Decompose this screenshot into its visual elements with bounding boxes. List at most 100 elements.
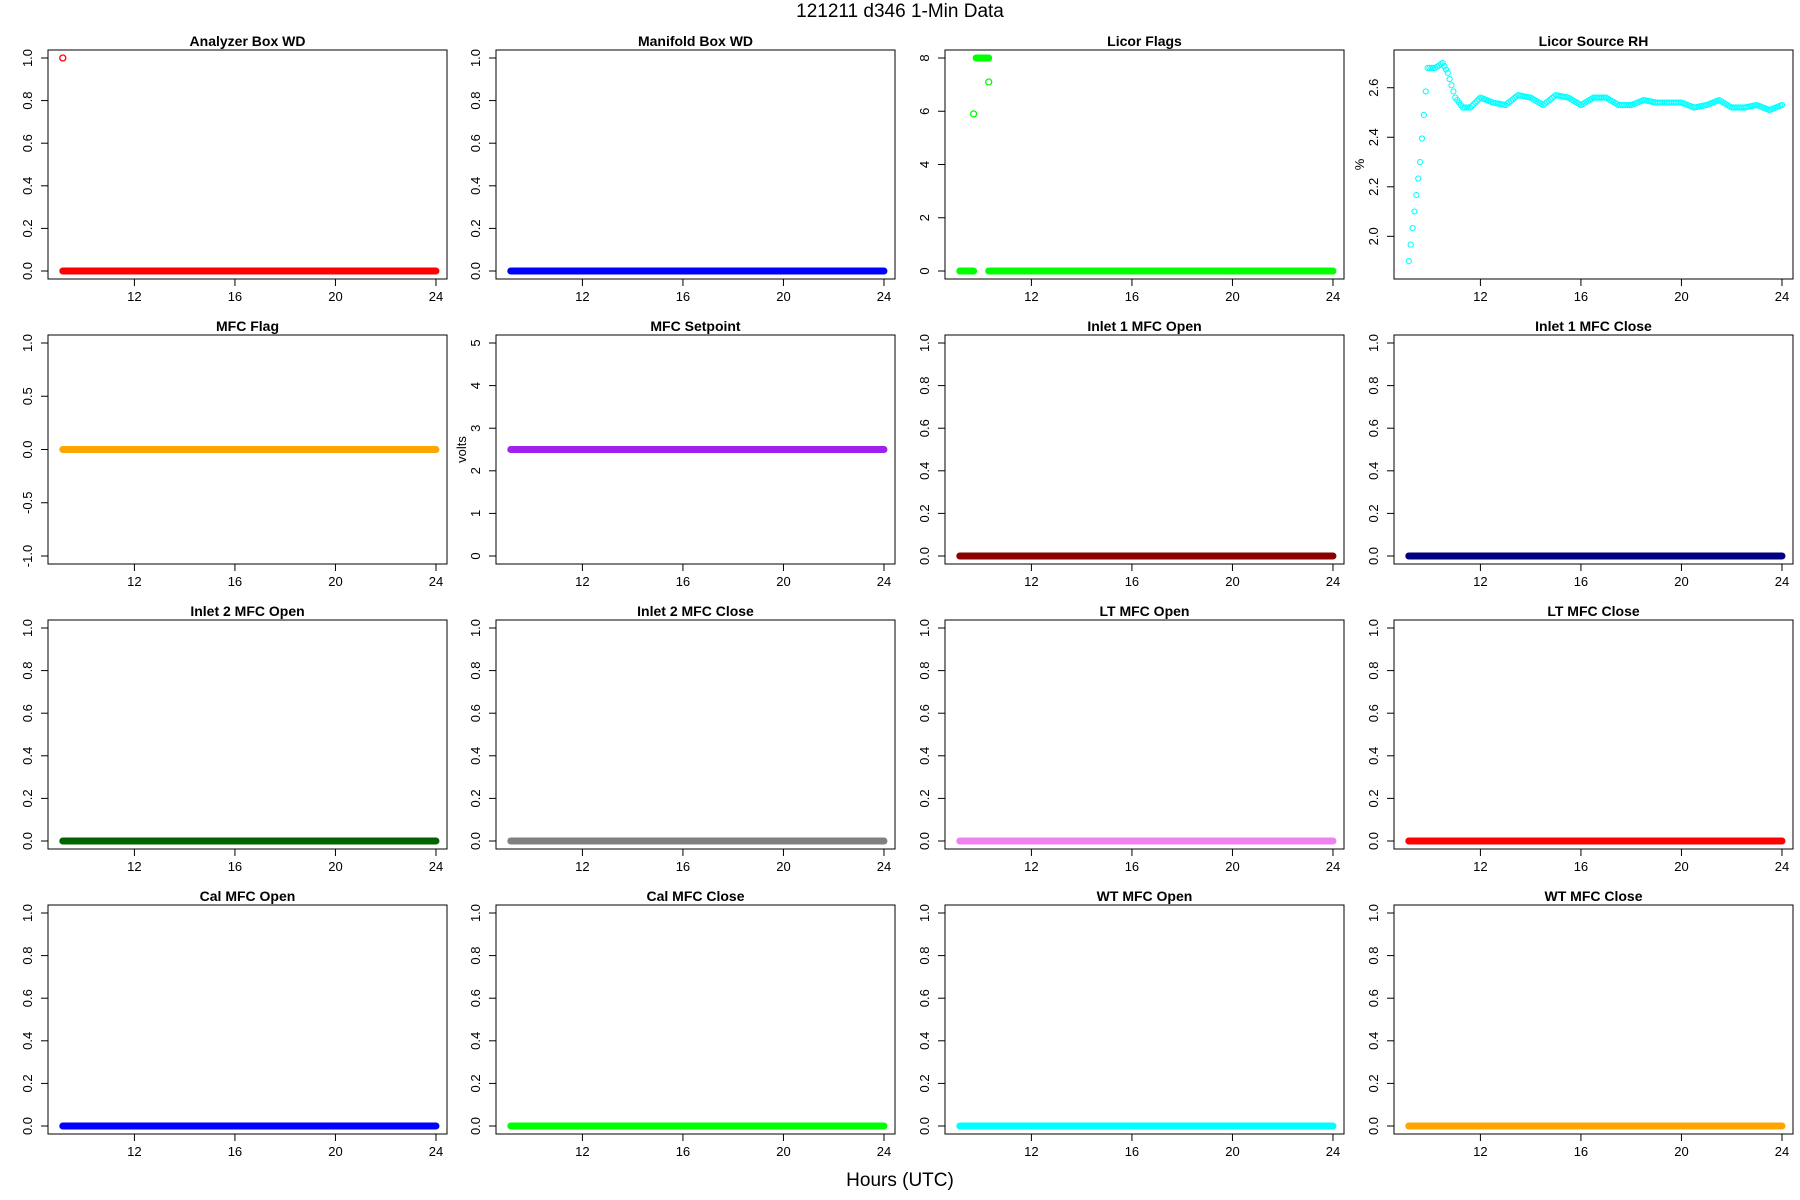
- y-tick-label: 0.8: [468, 92, 483, 110]
- plot-frame: [1393, 49, 1794, 280]
- y-tick-label: 2: [468, 467, 483, 474]
- y-tick-label: 0.0: [917, 1117, 932, 1135]
- y-tick-label: 0.6: [917, 704, 932, 722]
- data-point: [1415, 175, 1422, 182]
- chart-title: Licor Flags: [1107, 33, 1182, 49]
- data-point: [1470, 101, 1477, 108]
- x-tick-label: 16: [676, 1144, 690, 1159]
- data-point: [1444, 69, 1451, 76]
- x-tick-label: 12: [127, 859, 141, 874]
- y-tick-label: 0.8: [1366, 662, 1381, 680]
- y-tick-label: 0.8: [917, 377, 932, 395]
- plot-frame: [944, 904, 1345, 1135]
- x-tick-label: 16: [1574, 289, 1588, 304]
- x-tick-label: 20: [776, 859, 790, 874]
- y-tick-label: 1.0: [20, 904, 35, 922]
- data-point: [1428, 64, 1435, 72]
- y-tick-label: 0.4: [1366, 1032, 1381, 1050]
- chart-title: Analyzer Box WD: [190, 33, 306, 49]
- y-axis-label: %: [1352, 158, 1367, 170]
- data-point: [1467, 104, 1474, 111]
- y-tick-label: 0.6: [20, 989, 35, 1007]
- x-tick-label: 12: [1473, 289, 1487, 304]
- data-point: [1463, 104, 1470, 111]
- data-point: [1407, 241, 1414, 248]
- chart-title: MFC Flag: [216, 318, 279, 334]
- y-tick-label: 2.4: [1366, 128, 1381, 146]
- chart-title: LT MFC Close: [1547, 603, 1640, 619]
- x-tick-label: 20: [1225, 574, 1239, 589]
- data-point: [1411, 208, 1418, 215]
- y-tick-label: 6: [917, 108, 932, 115]
- x-tick-label: 12: [575, 1144, 589, 1159]
- y-tick-label: 0.4: [917, 747, 932, 765]
- y-tick-label: 0.0: [20, 440, 35, 458]
- y-tick-label: 0.8: [468, 947, 483, 965]
- y-tick-label: 0.2: [1366, 504, 1381, 522]
- data-point: [1468, 102, 1476, 109]
- chart-panel-2: Manifold Box WD 12 16 20 24 0.0 0.2 0.4 0.6 0.8 1.…: [468, 33, 896, 304]
- y-tick-label: 2.2: [1366, 178, 1381, 196]
- chart-panel-7: Inlet 1 MFC Open 12 16 20 24 0.0 0.2 0.4 0.6 0.8 1…: [917, 318, 1345, 589]
- chart-title: Inlet 2 MFC Close: [637, 603, 754, 619]
- data-point: [1422, 88, 1429, 95]
- x-axis-label: Hours (UTC): [846, 1170, 954, 1191]
- data-point: [1778, 101, 1786, 109]
- y-tick-label: 0.0: [1366, 1117, 1381, 1135]
- y-tick-label: 1.0: [1366, 904, 1381, 922]
- y-tick-label: 0.8: [1366, 947, 1381, 965]
- x-tick-label: 24: [1326, 1144, 1340, 1159]
- y-tick-label: 0.4: [917, 462, 932, 480]
- data-point: [1439, 59, 1446, 67]
- x-tick-label: 12: [575, 574, 589, 589]
- y-tick-label: 1.0: [20, 49, 35, 67]
- y-tick-label: 0.4: [20, 747, 35, 765]
- data-point: [1626, 101, 1633, 109]
- y-tick-label: 0.6: [1366, 419, 1381, 437]
- page-title: 121211 d346 1-Min Data: [796, 1, 1004, 22]
- y-tick-label: 0.8: [20, 92, 35, 110]
- x-tick-label: 16: [1574, 574, 1588, 589]
- y-tick-label: 0.0: [1366, 547, 1381, 565]
- data-point: [985, 78, 993, 86]
- y-tick-label: 0.4: [20, 177, 35, 195]
- plot-frame: [495, 334, 896, 565]
- y-tick-label: 1.0: [20, 619, 35, 637]
- y-tick-label: -1.0: [20, 545, 35, 567]
- y-tick-label: 0.0: [468, 832, 483, 850]
- chart-panel-4: Licor Source RH 12 16 20 24 2.0 2.2 2.4 2.6%: [1352, 33, 1794, 304]
- x-tick-label: 24: [1775, 1144, 1789, 1159]
- x-tick-label: 16: [1574, 859, 1588, 874]
- x-tick-label: 20: [1674, 1144, 1688, 1159]
- y-tick-label: 0.2: [20, 219, 35, 237]
- y-tick-label: 0.2: [1366, 789, 1381, 807]
- y-tick-label: 1.0: [1366, 619, 1381, 637]
- x-tick-label: 20: [776, 1144, 790, 1159]
- x-tick-label: 12: [1024, 289, 1038, 304]
- chart-panel-16: WT MFC Close 12 16 20 24 0.0 0.2 0.4 0.6 0.8 1.0: [1366, 888, 1794, 1159]
- x-tick-label: 20: [328, 1144, 342, 1159]
- x-tick-label: 16: [1574, 1144, 1588, 1159]
- plot-frame: [1393, 904, 1794, 1135]
- y-tick-label: 0.2: [468, 1074, 483, 1092]
- y-tick-label: 0.2: [917, 1074, 932, 1092]
- x-tick-label: 24: [429, 289, 443, 304]
- x-tick-label: 24: [1775, 859, 1789, 874]
- y-tick-label: 1.0: [468, 619, 483, 637]
- y-tick-label: 0.8: [468, 662, 483, 680]
- x-tick-label: 12: [1473, 574, 1487, 589]
- chart-title: Inlet 1 MFC Close: [1535, 318, 1652, 334]
- y-tick-label: 0.6: [1366, 704, 1381, 722]
- chart-title: Inlet 1 MFC Open: [1087, 318, 1201, 334]
- chart-title: MFC Setpoint: [650, 318, 741, 334]
- y-tick-label: 1.0: [468, 49, 483, 67]
- y-tick-label: 0.6: [1366, 989, 1381, 1007]
- y-tick-label: -0.5: [20, 492, 35, 514]
- chart-panel-9: Inlet 2 MFC Open 12 16 20 24 0.0 0.2 0.4 0.6 0.8 1…: [20, 603, 448, 874]
- x-tick-label: 12: [1473, 859, 1487, 874]
- y-tick-label: 0.0: [1366, 832, 1381, 850]
- x-tick-label: 16: [676, 859, 690, 874]
- chart-panel-15: WT MFC Open 12 16 20 24 0.0 0.2 0.4 0.6 0.8 1.0: [917, 888, 1345, 1159]
